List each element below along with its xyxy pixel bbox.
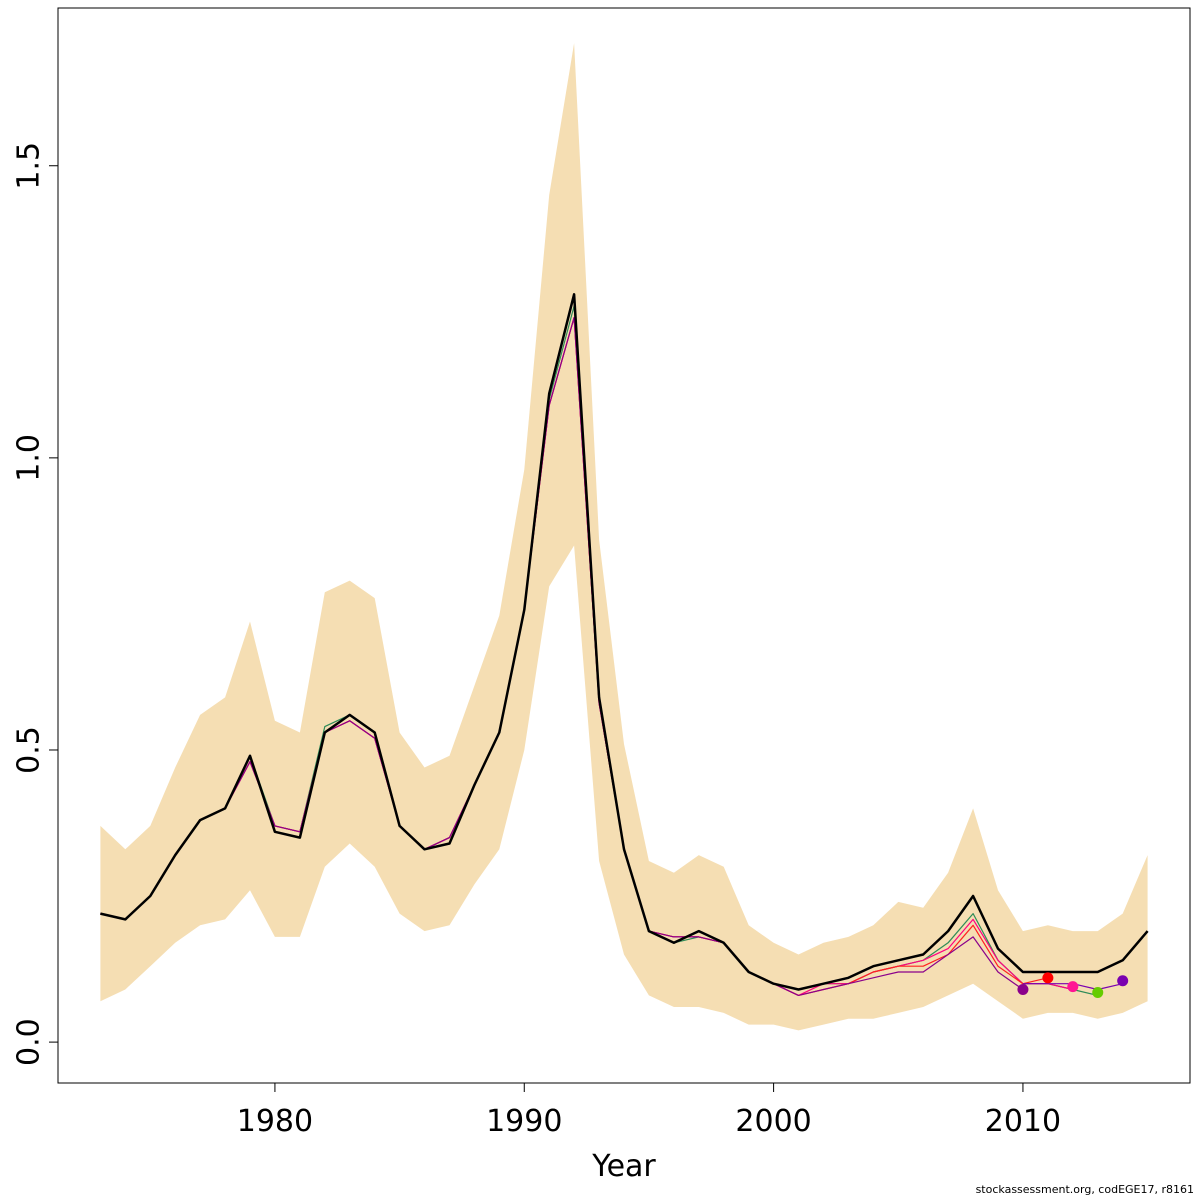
end-point-2012 (1067, 981, 1079, 993)
x-tick-label: 2000 (735, 1104, 811, 1139)
series-line-0 (100, 293, 1149, 991)
y-tick-label: 1.0 (12, 434, 47, 482)
confidence-band (100, 43, 1148, 1031)
y-axis: 0.0 0.5 1.0 1.5 (12, 142, 58, 1066)
end-point-2013 (1092, 986, 1104, 998)
x-tick-label: 1980 (237, 1104, 313, 1139)
y-tick-label: 1.5 (12, 142, 47, 190)
end-point-2010 (1017, 984, 1029, 996)
end-points-layer (1017, 972, 1129, 998)
x-axis-title: Year (591, 1149, 656, 1184)
y-tick-label: 0.5 (12, 726, 47, 774)
plot-frame (57, 7, 1191, 1084)
end-point-2014 (1117, 975, 1129, 987)
confidence-band-layer (100, 43, 1148, 1031)
x-tick-label: 1990 (486, 1104, 562, 1139)
x-axis: 1980 1990 2000 2010 (237, 1083, 1061, 1139)
end-point-2011 (1042, 972, 1054, 984)
x-tick-label: 2010 (985, 1104, 1061, 1139)
footer-credit: stockassessment.org, codEGE17, r8161 (975, 1183, 1194, 1196)
y-tick-label: 0.0 (12, 1018, 47, 1066)
series-lines-layer (100, 293, 1149, 997)
